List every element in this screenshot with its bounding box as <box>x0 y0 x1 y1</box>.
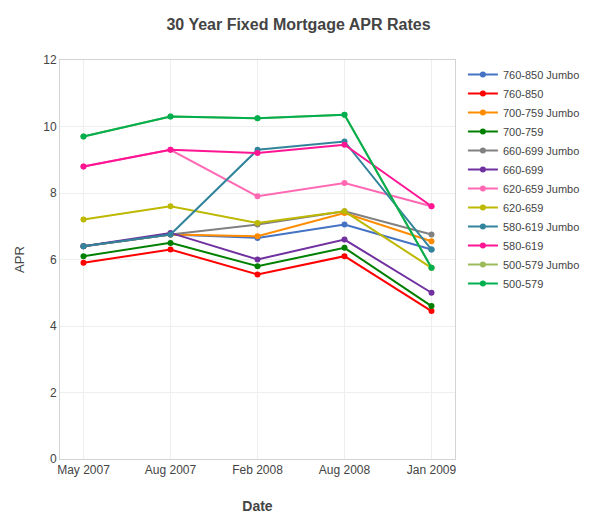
svg-text:700-759 Jumbo: 700-759 Jumbo <box>503 107 579 119</box>
svg-text:Jan 2009: Jan 2009 <box>407 463 457 477</box>
svg-text:6: 6 <box>50 253 57 267</box>
svg-text:Aug 2008: Aug 2008 <box>319 463 371 477</box>
svg-text:580-619 Jumbo: 580-619 Jumbo <box>503 221 579 233</box>
svg-text:8: 8 <box>50 186 57 200</box>
svg-text:Date: Date <box>242 498 273 514</box>
svg-text:660-699: 660-699 <box>503 164 543 176</box>
svg-text:580-619: 580-619 <box>503 240 543 252</box>
svg-text:760-850: 760-850 <box>503 88 543 100</box>
svg-text:4: 4 <box>50 319 57 333</box>
svg-text:May 2007: May 2007 <box>57 463 110 477</box>
svg-text:30 Year Fixed Mortgage APR Rat: 30 Year Fixed Mortgage APR Rates <box>166 16 430 33</box>
svg-text:2: 2 <box>50 386 57 400</box>
svg-text:700-759: 700-759 <box>503 126 543 138</box>
svg-text:Feb 2008: Feb 2008 <box>232 463 283 477</box>
svg-text:660-699 Jumbo: 660-699 Jumbo <box>503 145 579 157</box>
svg-text:APR: APR <box>12 246 27 273</box>
svg-text:500-579: 500-579 <box>503 278 543 290</box>
svg-text:10: 10 <box>43 120 57 134</box>
svg-text:Aug 2007: Aug 2007 <box>145 463 197 477</box>
svg-text:500-579 Jumbo: 500-579 Jumbo <box>503 259 579 271</box>
svg-text:0: 0 <box>50 452 57 466</box>
svg-text:620-659: 620-659 <box>503 202 543 214</box>
svg-text:620-659 Jumbo: 620-659 Jumbo <box>503 183 579 195</box>
svg-text:760-850 Jumbo: 760-850 Jumbo <box>503 69 579 81</box>
svg-text:12: 12 <box>43 53 57 67</box>
